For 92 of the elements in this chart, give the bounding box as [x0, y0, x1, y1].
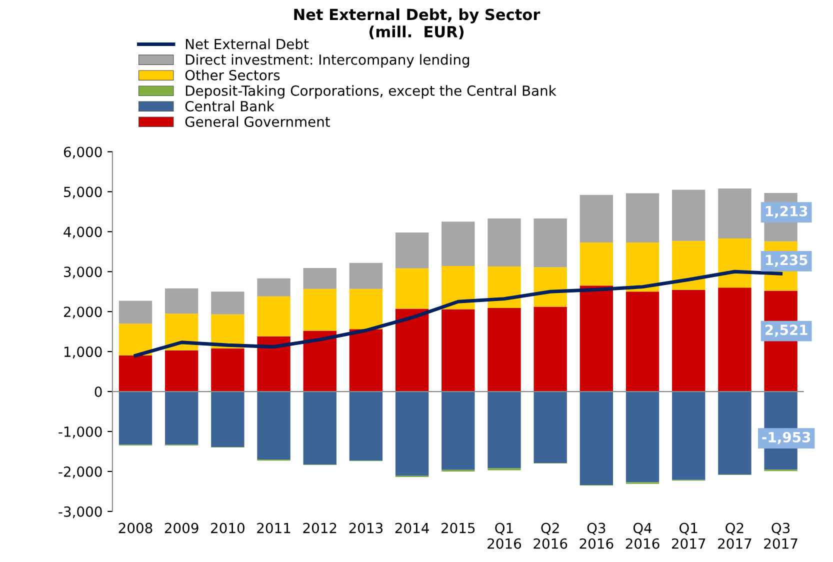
bar: [211, 392, 244, 448]
bar: [118, 300, 152, 324]
y-tick-label: 2,000: [64, 306, 102, 318]
legend-label: Net External Debt: [186, 38, 309, 50]
bar: [395, 308, 429, 392]
bar: [257, 296, 290, 336]
x-tick-label: Q1 2016: [488, 522, 522, 549]
x-tick-label: Q4 2016: [626, 522, 660, 549]
bar: [118, 356, 152, 392]
bar: [395, 268, 429, 309]
data-label: 1,213: [766, 206, 808, 218]
data-label: 2,521: [765, 324, 808, 337]
y-tick-label: 4,000: [64, 226, 102, 239]
bar: [349, 288, 383, 330]
bar: [349, 262, 383, 289]
bar: [718, 238, 752, 288]
bar: [488, 308, 521, 392]
y-tick-label: 1,000: [64, 346, 102, 358]
data-label: -1,953: [762, 432, 810, 444]
x-tick-label: 2009: [164, 522, 198, 534]
y-tick-label: 0: [94, 386, 102, 397]
x-tick-label: 2015: [441, 522, 475, 534]
x-tick-label: 2010: [211, 522, 244, 534]
x-tick-label: Q2 2016: [534, 522, 568, 549]
bar: [580, 286, 614, 392]
y-tick-label: -3,000: [58, 506, 102, 518]
bar: [211, 292, 244, 314]
legend-label: Central Bank: [185, 100, 274, 112]
bar: [442, 266, 475, 310]
bar: [488, 218, 521, 266]
legend-label: Deposit-Taking Corporations, except the Central Bank: [186, 85, 556, 99]
legend-label: Direct investment: Intercompany lending: [186, 54, 470, 68]
y-tick-label: 3,000: [64, 266, 102, 279]
bar: [442, 309, 475, 392]
bar: [211, 348, 244, 392]
bar: [442, 222, 475, 266]
bar: [257, 336, 290, 392]
bar: [534, 218, 567, 268]
bar: [303, 268, 336, 289]
bar: [395, 392, 429, 476]
bar: [211, 314, 244, 348]
bar: [488, 392, 521, 468]
bar: [580, 194, 614, 242]
x-tick-label: 2011: [257, 522, 290, 534]
bar: [672, 392, 706, 480]
x-tick-label: Q2 2017: [718, 522, 752, 549]
bar: [534, 306, 567, 392]
bar: [718, 188, 752, 238]
bar: [626, 392, 660, 482]
bar: [303, 392, 336, 465]
bar: [349, 392, 383, 461]
x-tick-label: 2008: [118, 522, 152, 534]
bar: [165, 288, 198, 314]
bar: [626, 242, 660, 292]
y-tick-label: -2,000: [58, 466, 102, 478]
bar: [442, 392, 475, 470]
bar: [672, 190, 706, 241]
bar: [672, 290, 706, 392]
bar: [580, 242, 614, 286]
bar: [118, 392, 152, 445]
bar: [534, 392, 567, 464]
bar: [534, 267, 567, 307]
bar: [257, 392, 290, 460]
bar: [718, 288, 752, 392]
bar: [718, 392, 752, 475]
bar: [395, 232, 429, 268]
legend-label: General Government: [185, 116, 330, 127]
y-tick-label: -1,000: [58, 426, 102, 438]
x-tick-label: Q3 2016: [580, 522, 614, 549]
y-tick-label: 5,000: [64, 186, 102, 199]
x-tick-label: 2013: [349, 522, 383, 534]
bar: [165, 350, 198, 392]
y-tick-label: 6,000: [64, 146, 102, 159]
bar: [626, 193, 660, 242]
chart-title: Net External Debt, by Sector (mill. EUR): [294, 8, 540, 40]
bar: [303, 330, 336, 392]
bar: [165, 392, 198, 445]
bar: [626, 292, 660, 392]
x-tick-label: Q3 2017: [764, 522, 798, 549]
bar: [257, 278, 290, 296]
x-tick-label: 2012: [303, 522, 336, 534]
data-label: 1,235: [766, 254, 808, 267]
bar: [349, 329, 383, 392]
bar: [165, 314, 198, 350]
bar: [672, 240, 706, 290]
bar: [580, 392, 614, 486]
bar: [118, 324, 152, 356]
bar: [488, 266, 521, 308]
bar: [303, 288, 336, 331]
legend-label: Other Sectors: [185, 70, 280, 80]
x-tick-label: 2014: [395, 522, 429, 534]
x-tick-label: Q1 2017: [672, 522, 706, 549]
